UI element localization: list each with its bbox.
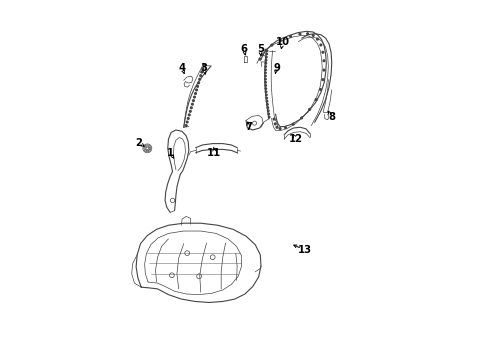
- Text: 12: 12: [289, 134, 303, 144]
- Circle shape: [185, 125, 187, 126]
- Text: 3: 3: [201, 63, 208, 73]
- Circle shape: [266, 94, 267, 96]
- Circle shape: [266, 91, 267, 93]
- Circle shape: [265, 85, 267, 86]
- Circle shape: [191, 107, 192, 109]
- Circle shape: [259, 58, 261, 60]
- Circle shape: [266, 97, 268, 99]
- Circle shape: [309, 109, 311, 110]
- Circle shape: [198, 82, 199, 84]
- Circle shape: [290, 36, 292, 37]
- Circle shape: [319, 89, 321, 90]
- Circle shape: [307, 33, 308, 35]
- Circle shape: [187, 118, 189, 119]
- Circle shape: [265, 49, 267, 51]
- Circle shape: [265, 59, 267, 61]
- Circle shape: [261, 54, 263, 56]
- Text: 6: 6: [241, 44, 247, 54]
- Circle shape: [265, 82, 266, 83]
- Circle shape: [197, 86, 198, 87]
- Circle shape: [267, 104, 268, 105]
- Circle shape: [274, 123, 276, 125]
- Circle shape: [285, 127, 286, 129]
- Circle shape: [322, 79, 324, 81]
- Circle shape: [320, 44, 322, 46]
- Circle shape: [192, 103, 193, 105]
- Circle shape: [186, 121, 188, 123]
- Circle shape: [265, 63, 267, 64]
- Text: 9: 9: [273, 63, 280, 73]
- Circle shape: [266, 56, 267, 58]
- Circle shape: [201, 71, 202, 73]
- Text: 5: 5: [257, 44, 264, 54]
- Circle shape: [265, 75, 266, 77]
- Circle shape: [301, 117, 302, 119]
- Circle shape: [265, 69, 266, 71]
- Text: 11: 11: [207, 148, 221, 158]
- Circle shape: [195, 93, 196, 94]
- Circle shape: [273, 118, 275, 120]
- Circle shape: [202, 68, 204, 69]
- Circle shape: [196, 89, 197, 91]
- Circle shape: [323, 69, 325, 71]
- Circle shape: [190, 111, 191, 112]
- Text: 7: 7: [245, 122, 252, 132]
- Circle shape: [265, 88, 267, 89]
- Circle shape: [268, 110, 269, 112]
- Circle shape: [193, 100, 194, 102]
- Circle shape: [293, 123, 294, 125]
- Circle shape: [271, 44, 273, 46]
- Circle shape: [279, 40, 281, 41]
- Circle shape: [268, 113, 270, 114]
- Circle shape: [279, 128, 281, 130]
- Circle shape: [322, 51, 324, 53]
- Circle shape: [317, 38, 318, 40]
- Text: 1: 1: [167, 148, 174, 158]
- Circle shape: [189, 114, 190, 116]
- Text: 13: 13: [297, 245, 312, 255]
- Text: 8: 8: [328, 112, 335, 122]
- Text: 10: 10: [275, 37, 290, 47]
- Circle shape: [200, 75, 201, 77]
- Circle shape: [323, 60, 325, 62]
- Text: 2: 2: [135, 138, 142, 148]
- Circle shape: [199, 78, 200, 80]
- Circle shape: [267, 107, 269, 108]
- Circle shape: [269, 116, 270, 118]
- Circle shape: [265, 66, 267, 67]
- Circle shape: [265, 78, 266, 80]
- Circle shape: [299, 33, 301, 35]
- Circle shape: [266, 50, 268, 51]
- Circle shape: [266, 100, 268, 102]
- Text: 4: 4: [178, 63, 186, 73]
- Circle shape: [203, 64, 205, 66]
- Circle shape: [312, 35, 314, 36]
- Circle shape: [194, 96, 196, 98]
- Circle shape: [276, 126, 278, 128]
- Circle shape: [265, 72, 266, 73]
- Circle shape: [266, 53, 268, 55]
- Circle shape: [315, 99, 317, 100]
